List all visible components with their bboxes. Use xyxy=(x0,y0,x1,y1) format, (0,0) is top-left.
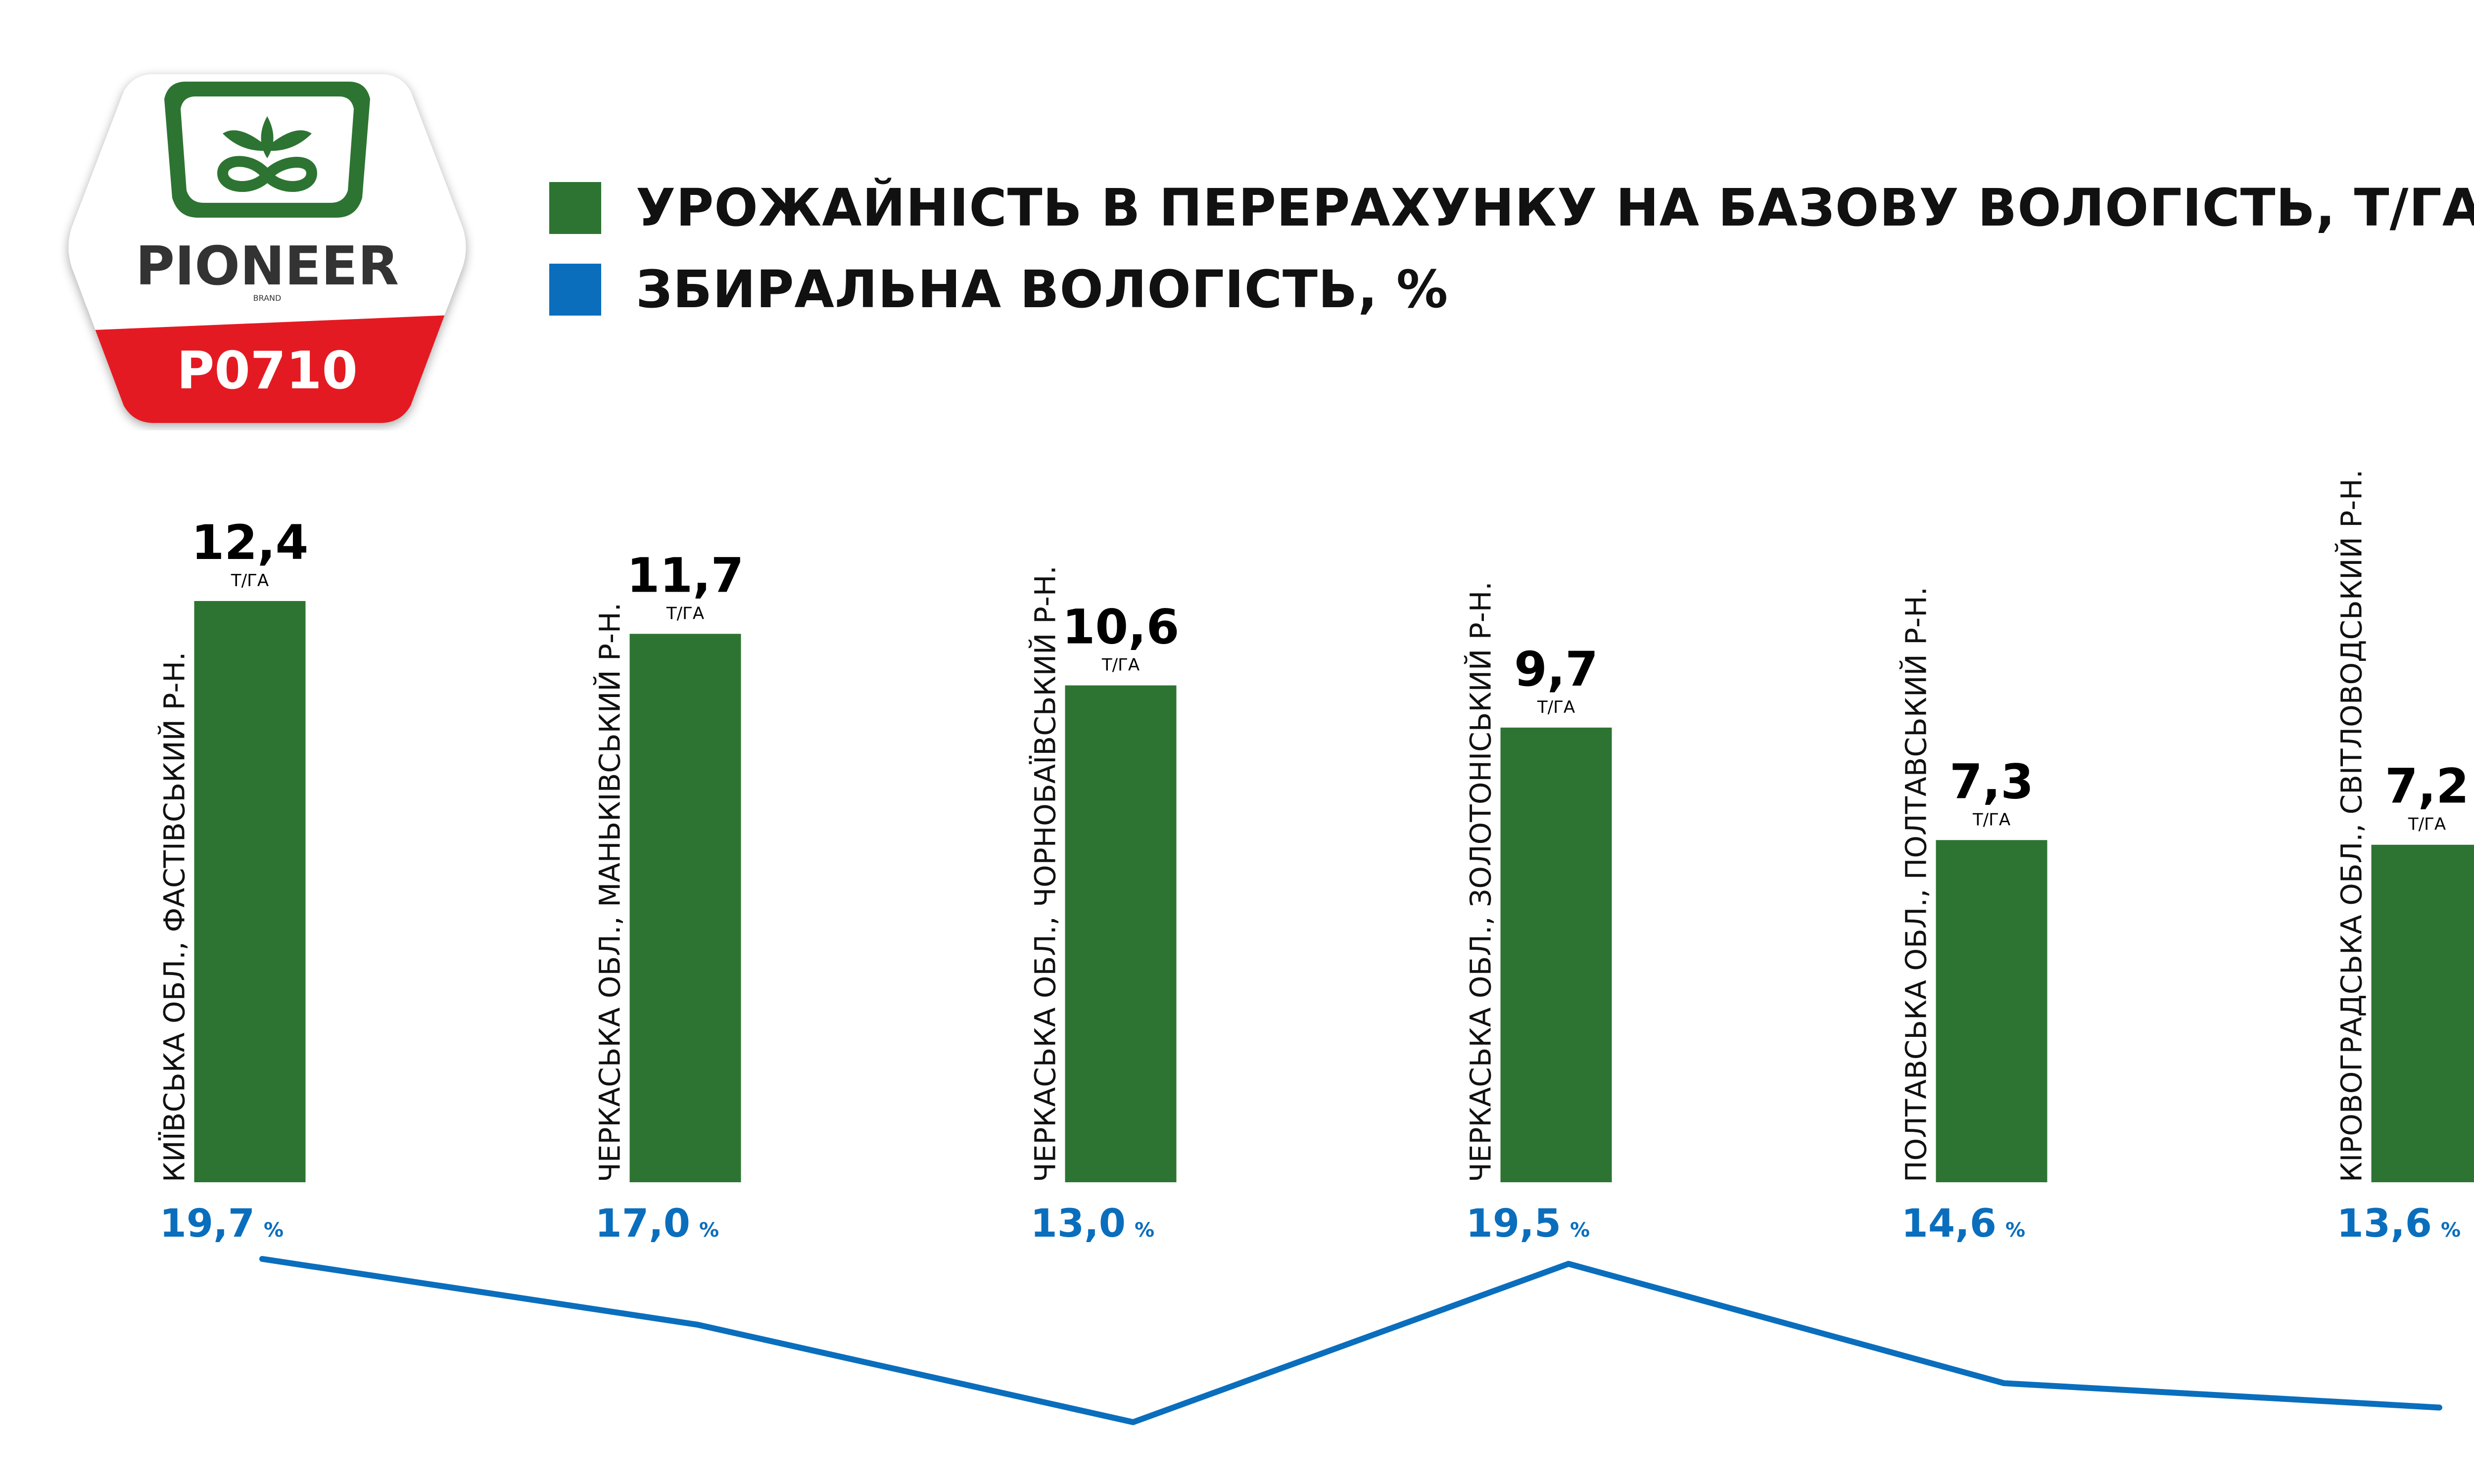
category-label: КИЇВСЬКА ОБЛ., ФАСТІВСЬКИЙ Р-Н. xyxy=(157,652,191,1182)
moisture-value-label: 19,5 xyxy=(1466,1202,1561,1246)
moisture-unit-label: % xyxy=(2441,1219,2461,1242)
pioneer-logo: PIONEER BRAND P0710 xyxy=(68,74,466,423)
bar xyxy=(2371,844,2474,1182)
moisture-value-label: 13,6 xyxy=(2337,1202,2432,1246)
moisture-unit-label: % xyxy=(1570,1219,1590,1242)
bar xyxy=(629,634,741,1182)
legend-label-yield: УРОЖАЙНІСТЬ В ПЕРЕРАХУНКУ НА БАЗОВУ ВОЛО… xyxy=(636,178,2474,238)
bar-unit-label: Т/ГА xyxy=(1101,655,1140,675)
legend-swatch-moisture xyxy=(549,263,601,316)
logo-hybrid-name: P0710 xyxy=(177,340,358,401)
bar xyxy=(194,601,306,1182)
bar-unit-label: Т/ГА xyxy=(231,571,269,591)
moisture-value-label: 19,7 xyxy=(160,1202,255,1246)
moisture-point xyxy=(697,1324,698,1325)
bar-value-label: 7,3 xyxy=(1950,754,2034,809)
bar-unit-label: Т/ГА xyxy=(2408,815,2446,835)
bar-value-label: 9,7 xyxy=(1514,642,1598,697)
moisture-line xyxy=(259,1256,2442,1425)
moisture-point xyxy=(2439,1407,2440,1408)
category-label: ЧЕРКАСЬКА ОБЛ., МАНЬКІВСЬКИЙ Р-Н. xyxy=(593,603,627,1182)
bar xyxy=(1936,840,2047,1182)
bar-value-label: 12,4 xyxy=(191,515,309,570)
moisture-value-label: 14,6 xyxy=(1902,1202,1997,1246)
legend-item-moisture: ЗБИРАЛЬНА ВОЛОГІСТЬ, % xyxy=(549,259,1449,320)
category-label: ЧЕРКАСЬКА ОБЛ., ЗОЛОТОНІСЬКИЙ Р-Н. xyxy=(1464,581,1498,1182)
bar-value-label: 7,2 xyxy=(2385,759,2469,814)
legend-item-yield: УРОЖАЙНІСТЬ В ПЕРЕРАХУНКУ НА БАЗОВУ ВОЛО… xyxy=(549,178,2474,238)
pioneer-plant-icon xyxy=(164,82,370,218)
bar-unit-label: Т/ГА xyxy=(666,603,704,623)
moisture-unit-label: % xyxy=(264,1219,284,1242)
moisture-value-label: 13,0 xyxy=(1031,1202,1126,1246)
bar-unit-label: Т/ГА xyxy=(1537,697,1575,717)
moisture-point xyxy=(2003,1383,2004,1384)
category-label: ПОЛТАВСЬКА ОБЛ., ПОЛТАВСЬКИЙ Р-Н. xyxy=(1899,587,1933,1182)
category-label: ЧЕРКАСЬКА ОБЛ., ЧОРНОБАЇВСЬКИЙ Р-Н. xyxy=(1028,565,1062,1182)
logo-brand-text: PIONEER xyxy=(136,235,399,297)
bar-unit-label: Т/ГА xyxy=(1972,810,2010,830)
moisture-value-label: 17,0 xyxy=(595,1202,690,1246)
legend-label-moisture: ЗБИРАЛЬНА ВОЛОГІСТЬ, % xyxy=(636,259,1449,320)
category-label: КІРОВОГРАДСЬКА ОБЛ., СВІТЛОВОДСЬКИЙ Р-Н. xyxy=(2334,469,2369,1182)
moisture-point xyxy=(1133,1422,1134,1423)
legend-swatch-yield xyxy=(549,182,601,234)
moisture-point xyxy=(262,1258,263,1259)
bar-value-label: 10,6 xyxy=(1062,600,1180,655)
bar xyxy=(1065,685,1177,1182)
bar xyxy=(1500,727,1612,1182)
logo-brand-sub: BRAND xyxy=(253,293,282,303)
moisture-unit-label: % xyxy=(2005,1219,2025,1242)
moisture-unit-label: % xyxy=(699,1219,719,1242)
bar-value-label: 11,7 xyxy=(627,548,744,603)
moisture-point xyxy=(1568,1263,1569,1264)
moisture-unit-label: % xyxy=(1135,1219,1154,1242)
